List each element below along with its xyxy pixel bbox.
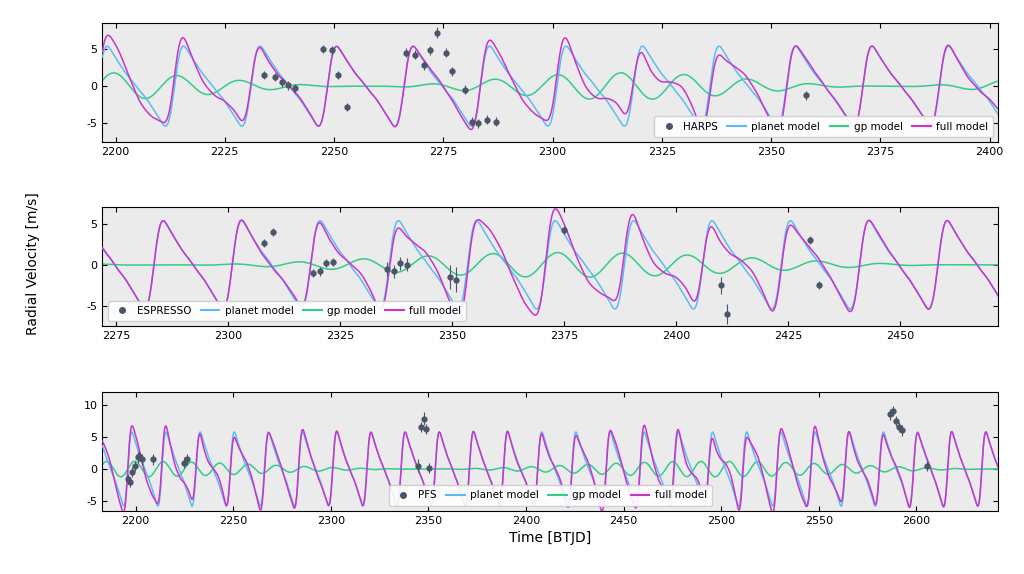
Legend: ESPRESSO, planet model, gp model, full model: ESPRESSO, planet model, gp model, full m… [108,301,467,321]
Text: Radial Velocity [m/s]: Radial Velocity [m/s] [26,193,40,335]
Legend: PFS, planet model, gp model, full model: PFS, planet model, gp model, full model [389,485,712,506]
X-axis label: Time [BTJD]: Time [BTJD] [509,532,592,545]
Legend: HARPS, planet model, gp model, full model: HARPS, planet model, gp model, full mode… [654,117,993,137]
